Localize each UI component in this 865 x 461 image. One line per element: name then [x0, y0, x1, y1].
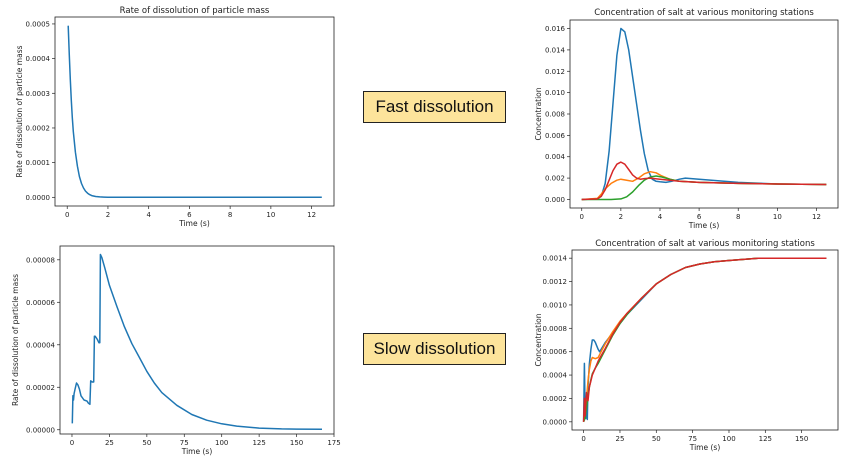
plot-frame	[54, 16, 335, 207]
x-tick-label: 150	[795, 435, 808, 443]
x-axis-label: Time (s)	[688, 221, 720, 230]
y-tick-label: 0.002	[545, 175, 565, 183]
y-tick-label: 0.00006	[26, 299, 55, 307]
chart-c2: 0 2 4 6 8 10 12 0.000 0.002 0.004 0.006 0.008 0.010 0…	[534, 8, 839, 230]
y-tick-label: 0.0000	[543, 418, 568, 426]
plot-frame	[571, 249, 839, 431]
x-tick-label: 4	[658, 213, 663, 221]
chart-title: Rate of dissolution of particle mass	[120, 6, 270, 16]
x-tick-label: 50	[142, 439, 151, 447]
y-tick-label: 0.00000	[26, 426, 55, 434]
x-tick-label: 0	[581, 435, 585, 443]
x-tick-label: 0	[580, 213, 584, 221]
y-tick-label: 0.00002	[26, 384, 55, 392]
y-tick-label: 0.0008	[543, 325, 568, 333]
y-tick-label: 0.000	[545, 196, 565, 204]
x-tick-label: 4	[146, 211, 151, 219]
x-tick-label: 8	[736, 213, 740, 221]
y-tick-label: 0.0014	[543, 255, 568, 263]
x-tick-label: 75	[688, 435, 697, 443]
series-line-1	[582, 257, 827, 422]
y-axis-label: Concentration	[534, 313, 543, 366]
y-tick-label: 0.014	[545, 46, 566, 54]
y-tick-label: 0.0004	[26, 55, 51, 63]
y-tick-label: 0.0002	[26, 124, 51, 132]
series-line-3	[582, 257, 827, 423]
fast-dissolution-label: Fast dissolution	[363, 91, 506, 123]
y-tick-label: 0.0004	[543, 372, 568, 380]
chart-c4: 0 25 50 75 100 125 150 0.0000 0.0002 0.0004 0.0006…	[534, 239, 839, 452]
series-line-1	[581, 27, 827, 201]
y-tick-label: 0.016	[545, 25, 566, 33]
y-tick-label: 0.00008	[26, 256, 55, 264]
y-axis-label: Rate of dissolution of particle mass	[15, 45, 24, 177]
y-tick-label: 0.0003	[26, 90, 51, 98]
chart-title: Concentration of salt at various monitor…	[594, 8, 814, 18]
x-axis-label: Time (s)	[178, 219, 210, 228]
x-axis-label: Time (s)	[181, 447, 213, 456]
x-tick-label: 125	[252, 439, 265, 447]
x-tick-label: 25	[616, 435, 625, 443]
x-tick-label: 175	[327, 439, 340, 447]
x-tick-label: 2	[106, 211, 110, 219]
y-tick-label: 0.0010	[543, 301, 568, 309]
series-line-4	[582, 257, 827, 422]
x-tick-label: 12	[812, 213, 821, 221]
y-tick-label: 0.0000	[26, 194, 51, 202]
y-tick-label: 0.0006	[543, 348, 568, 356]
x-tick-label: 25	[105, 439, 114, 447]
y-tick-label: 0.012	[545, 68, 565, 76]
x-tick-label: 2	[619, 213, 623, 221]
x-tick-label: 75	[180, 439, 189, 447]
series-line-4	[581, 161, 827, 201]
y-tick-label: 0.004	[545, 153, 566, 161]
y-tick-label: 0.00004	[26, 341, 55, 349]
chart-c3: 0 25 50 75 100 125 150 175 0.00000 0.00002 0.00004…	[11, 245, 341, 456]
slow-dissolution-label: Slow dissolution	[363, 333, 506, 365]
series-line-2	[582, 257, 827, 422]
x-tick-label: 0	[65, 211, 69, 219]
y-tick-label: 0.0002	[543, 395, 568, 403]
y-tick-label: 0.006	[545, 132, 566, 140]
chart-title: Concentration of salt at various monitor…	[595, 239, 815, 249]
x-tick-label: 50	[652, 435, 661, 443]
y-axis-label: Concentration	[534, 87, 543, 140]
series-line-1	[71, 253, 323, 431]
chart-c1: 0 2 4 6 8 10 12 0.0000 0.0001 0.0002 0.0003 0.0004 0…	[15, 6, 335, 228]
x-tick-label: 10	[773, 213, 782, 221]
x-tick-label: 12	[307, 211, 316, 219]
series-line-2	[581, 170, 827, 201]
y-tick-label: 0.008	[545, 111, 565, 119]
plot-frame	[59, 245, 335, 435]
series-line-1	[67, 25, 322, 199]
x-tick-label: 6	[697, 213, 702, 221]
y-axis-label: Rate of dissolution of particle mass	[11, 274, 20, 406]
x-tick-label: 100	[722, 435, 735, 443]
y-tick-label: 0.0005	[26, 20, 51, 28]
y-tick-label: 0.0012	[543, 278, 568, 286]
y-tick-label: 0.010	[545, 89, 565, 97]
x-tick-label: 150	[290, 439, 303, 447]
x-tick-label: 125	[759, 435, 772, 443]
x-tick-label: 6	[187, 211, 192, 219]
x-tick-label: 100	[215, 439, 228, 447]
x-axis-label: Time (s)	[689, 443, 721, 452]
x-tick-label: 8	[228, 211, 232, 219]
x-tick-label: 10	[266, 211, 275, 219]
y-tick-label: 0.0001	[26, 159, 51, 167]
x-tick-label: 0	[70, 439, 74, 447]
